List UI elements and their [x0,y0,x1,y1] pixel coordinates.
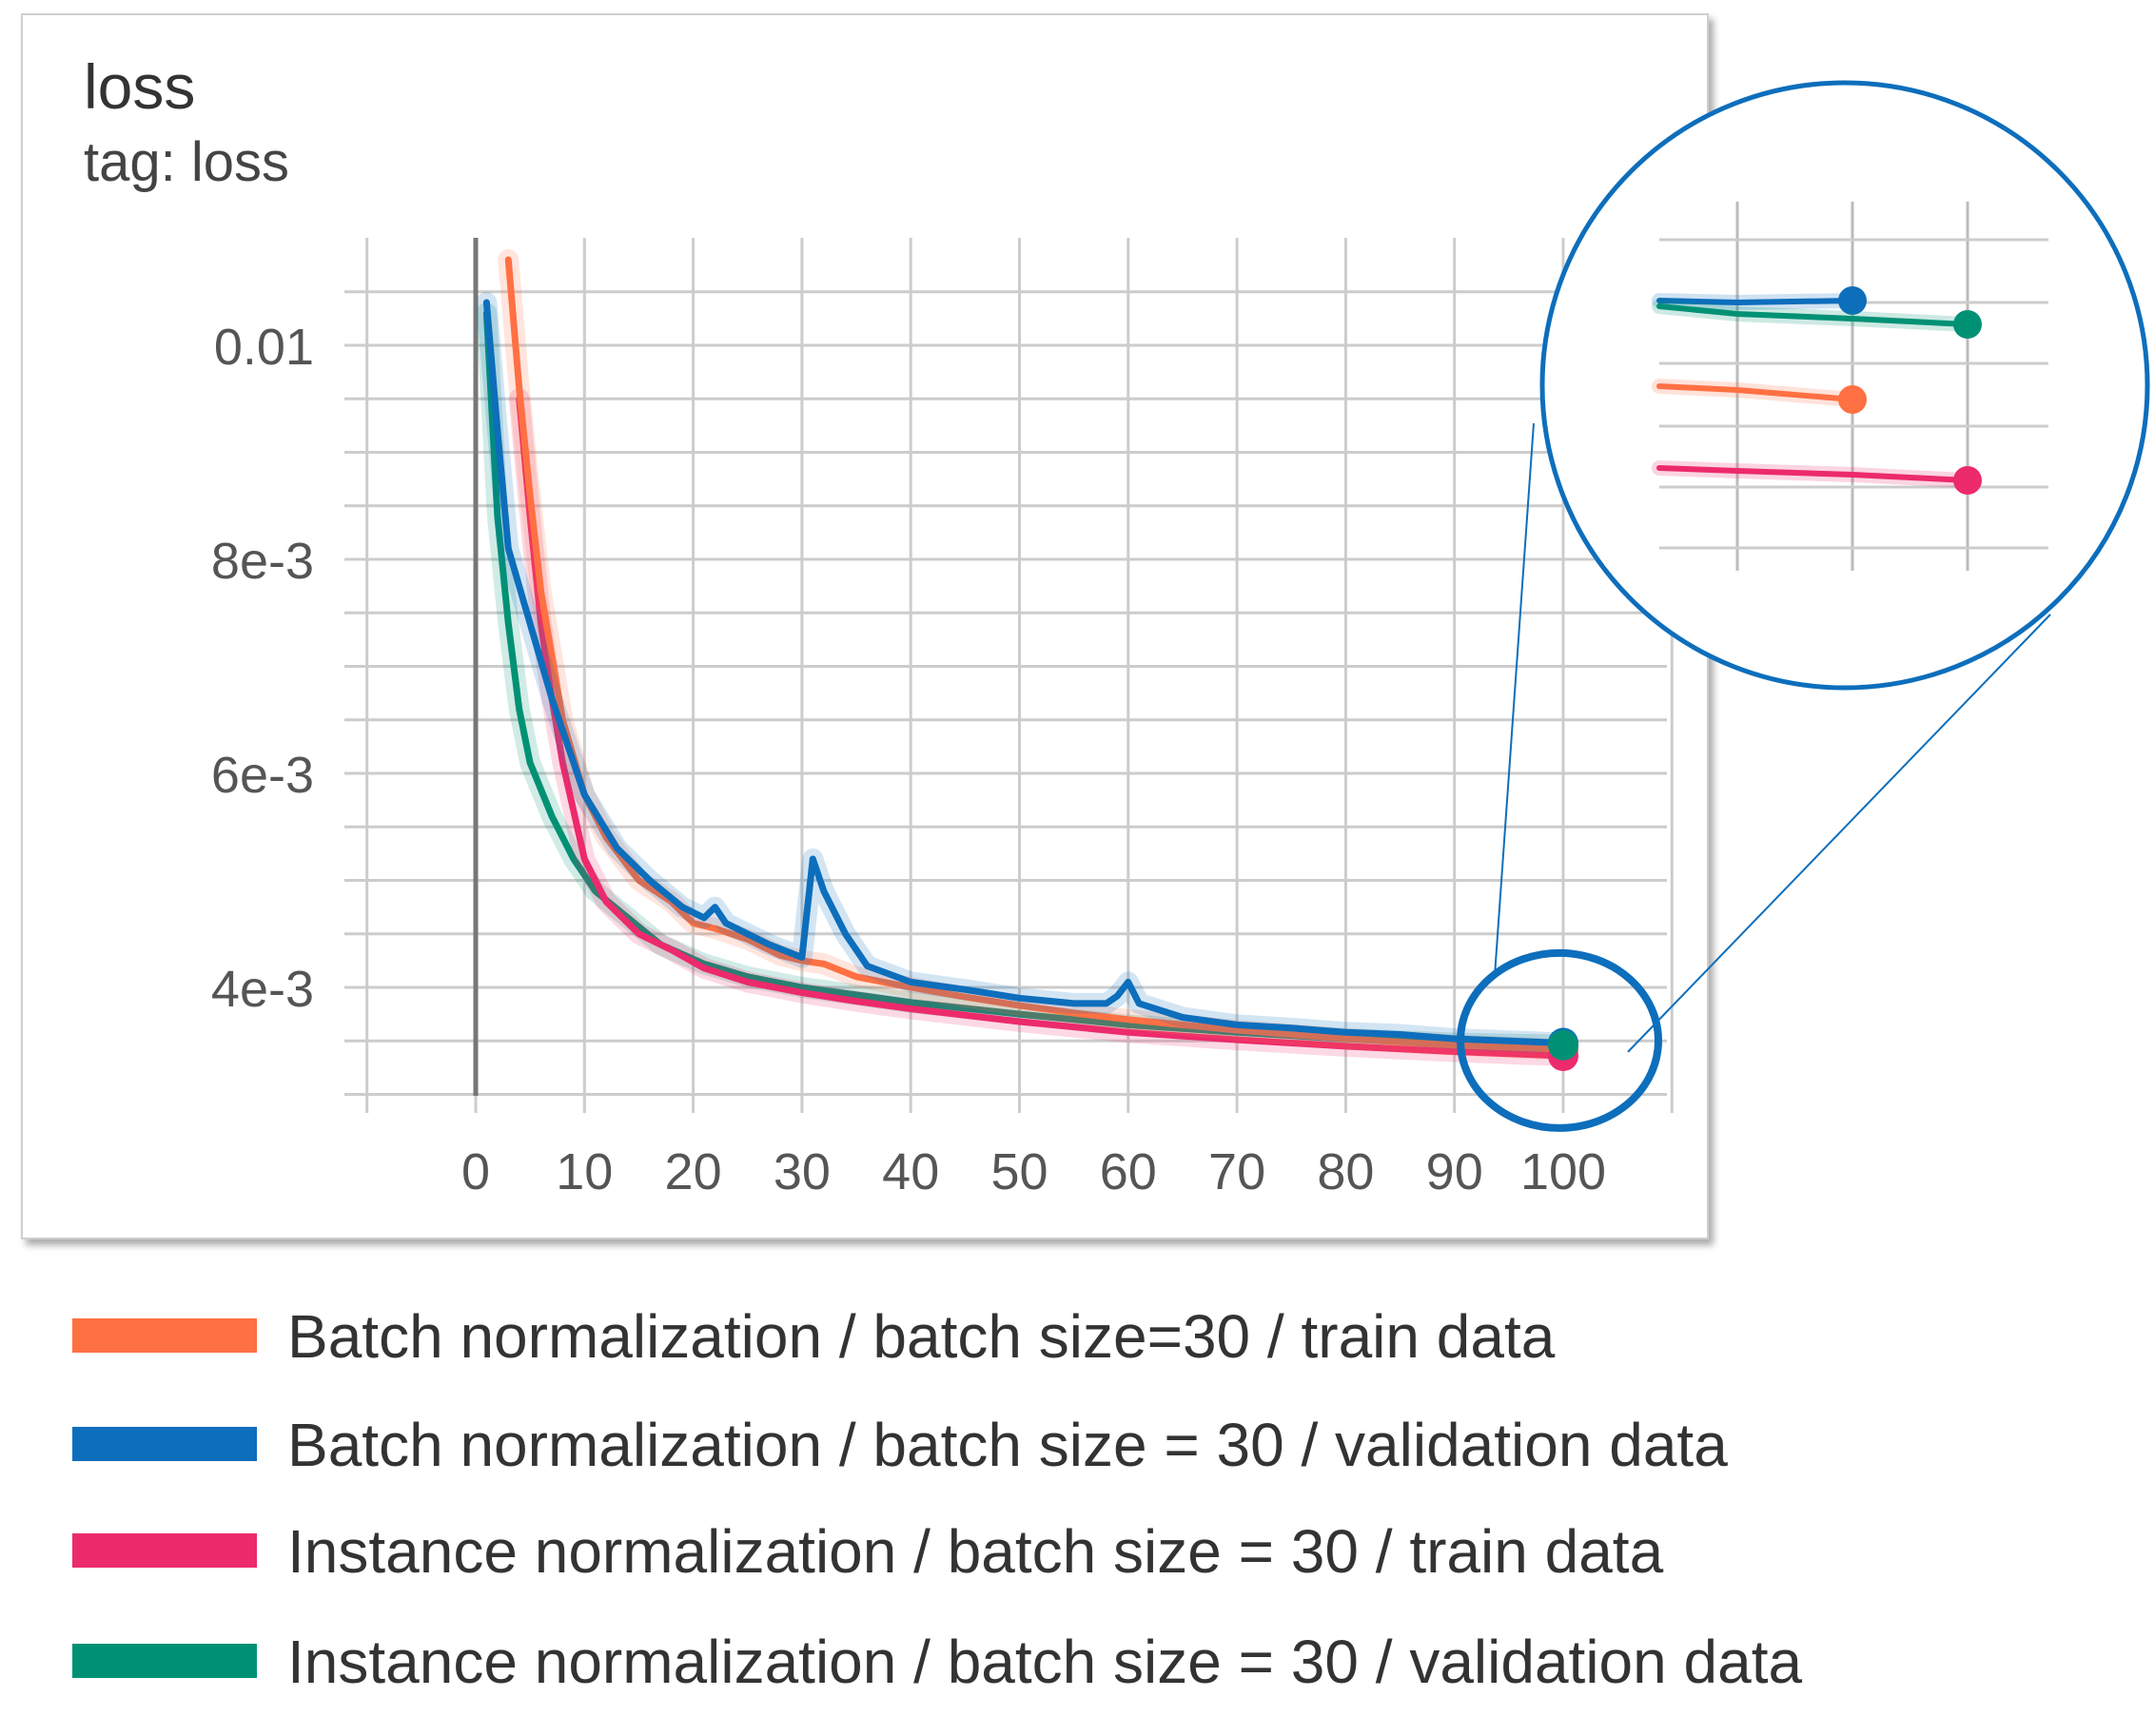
series-end-marker [1548,1029,1578,1061]
x-tick-label: 80 [1317,1143,1374,1200]
y-axis-ticks: 4e-3 6e-3 8e-3 0.01 [211,319,314,1018]
y-tick-label: 0.01 [214,319,314,376]
series-halo [498,249,1574,1061]
legend-swatch [72,1644,257,1678]
legend-label: Instance normalization / batch size = 30… [287,1628,1803,1696]
series-lines [476,249,1574,1066]
zoom-series-line [1656,303,1970,327]
zoom-series-line [1656,383,1855,402]
chart-title: loss [84,51,196,122]
x-tick-label: 40 [882,1143,939,1200]
zoom-connector-line [1627,614,2051,1053]
zoom-highlight-ellipse [1457,948,1662,1132]
series-line [504,256,1567,1053]
zoom-circle [1539,80,2150,691]
end-markers [1548,1027,1578,1071]
x-tick-label: 10 [556,1143,613,1200]
zoom-end-marker [1838,385,1867,414]
zoom-end-marker [1953,310,1982,339]
legend-item: Batch normalization / batch size=30 / tr… [72,1294,2070,1379]
x-axis-ticks: 0 10 20 30 40 50 60 70 80 90 100 [461,1143,1606,1200]
legend-item: Instance normalization / batch size = 30… [72,1509,2070,1594]
x-tick-label: 60 [1100,1143,1157,1200]
legend-label: Batch normalization / batch size = 30 / … [287,1411,1728,1479]
x-tick-label: 100 [1520,1143,1606,1200]
y-tick-label: 4e-3 [211,961,314,1018]
zoom-series-line [1656,465,1970,483]
x-tick-label: 70 [1208,1143,1265,1200]
zoom-end-marker [1953,466,1982,495]
y-tick-label: 6e-3 [211,747,314,804]
chart-subtitle: tag: loss [84,131,289,193]
zoom-connector-line [1494,422,1535,976]
x-tick-label: 90 [1426,1143,1483,1200]
y-tick-label: 8e-3 [211,533,314,590]
zoom-series-line [1656,298,1855,306]
legend-swatch [72,1533,257,1568]
x-tick-label: 0 [461,1143,490,1200]
legend-label: Instance normalization / batch size = 30… [287,1517,1664,1586]
x-tick-label: 20 [665,1143,722,1200]
legend-swatch [72,1318,257,1353]
x-tick-label: 50 [990,1143,1048,1200]
legend-item: Batch normalization / batch size = 30 / … [72,1402,2070,1488]
legend-item: Instance normalization / batch size = 30… [72,1619,2070,1705]
legend-swatch [72,1427,257,1461]
series-halo [508,388,1574,1066]
x-tick-label: 30 [774,1143,831,1200]
legend-label: Batch normalization / batch size=30 / tr… [287,1302,1556,1371]
zoom-callout [1457,80,2150,1132]
zoom-end-marker [1838,286,1867,315]
series-line [482,299,1567,1046]
